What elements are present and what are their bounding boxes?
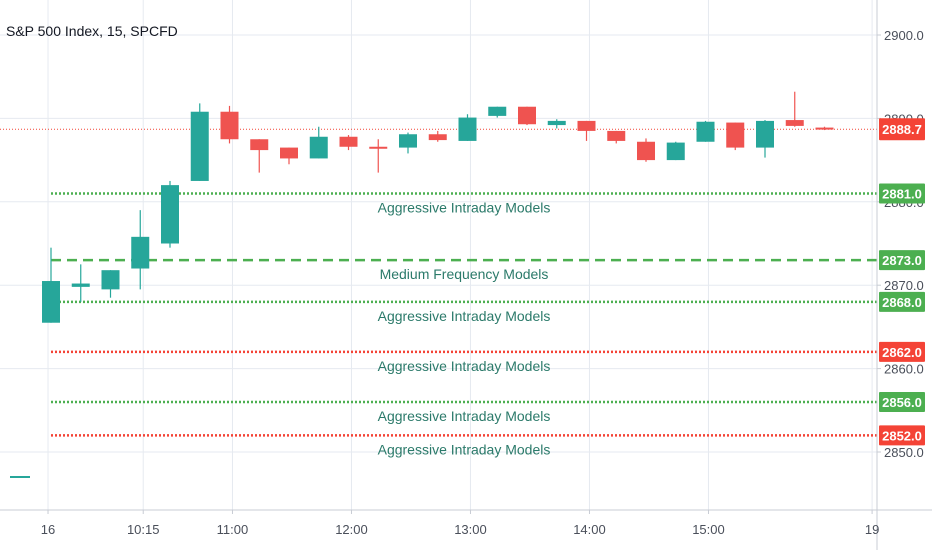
- candle-down: [607, 130, 626, 144]
- candle-body: [369, 146, 388, 149]
- price-tick-label: 2870.0: [884, 278, 924, 293]
- level-price-tag-label: 2868.0: [882, 295, 922, 310]
- candle-down: [250, 139, 269, 173]
- price-tags: 2881.0 2873.0 2868.0 2862.0 2856.0 2852.0 2888…: [879, 118, 925, 446]
- candle-up: [666, 141, 685, 161]
- candle-body: [458, 117, 477, 141]
- candle-down: [339, 135, 358, 151]
- candle-body: [785, 120, 804, 126]
- candle-up: [131, 210, 150, 290]
- time-tick-label: 11:00: [217, 522, 249, 537]
- candle-body: [488, 106, 507, 116]
- price-tick-label: 2900.0: [884, 28, 924, 43]
- level-price-tag-label: 2852.0: [882, 428, 922, 443]
- level-price-tag: [879, 391, 925, 412]
- candle-down: [280, 147, 298, 165]
- level-label: Aggressive Intraday Models: [378, 199, 551, 215]
- candle-body: [131, 236, 150, 269]
- candle-up: [42, 247, 60, 323]
- candle-body: [428, 134, 447, 141]
- candle-up: [488, 106, 507, 118]
- candle-down: [518, 106, 536, 126]
- level-label: Medium Frequency Models: [380, 266, 549, 282]
- level-label: Aggressive Intraday Models: [378, 308, 551, 324]
- level-price-tag: [879, 341, 925, 362]
- time-axis[interactable]: 16 10:15 11:00 12:00 13:00 14:00 15:00 19: [41, 510, 880, 537]
- candle-down: [369, 139, 388, 173]
- candle-up: [71, 264, 90, 302]
- candle-body: [756, 120, 774, 148]
- time-tick-label: 16: [41, 522, 55, 537]
- level-price-tag-label: 2862.0: [882, 345, 922, 360]
- candle-body: [190, 111, 209, 181]
- level-label: Aggressive Intraday Models: [378, 408, 551, 424]
- candle-body: [220, 111, 239, 140]
- time-tick-label: 13:00: [454, 522, 487, 537]
- candle-body: [280, 147, 298, 159]
- candle-body: [101, 270, 120, 290]
- candle-down: [577, 120, 596, 141]
- level-label: Aggressive Intraday Models: [378, 358, 551, 374]
- level-lines: [0, 128, 877, 437]
- candle-body: [339, 136, 358, 147]
- level-labels: Aggressive Intraday Models Medium Frequen…: [378, 199, 551, 457]
- candle-down: [428, 130, 447, 142]
- candle-body: [696, 121, 715, 142]
- candle-body: [607, 130, 626, 141]
- price-tick-label: 2860.0: [884, 362, 924, 377]
- current-price-tag: [879, 118, 925, 141]
- level-label: Aggressive Intraday Models: [378, 441, 551, 457]
- candle-up: [696, 120, 715, 142]
- candle-down: [815, 126, 834, 131]
- candle-up: [756, 120, 774, 158]
- time-tick-label: 14:00: [573, 522, 606, 537]
- price-tick-label: 2850.0: [884, 445, 924, 460]
- time-tick-label: 15:00: [692, 522, 725, 537]
- candles: [10, 91, 834, 479]
- candle-up: [101, 270, 120, 298]
- time-tick-label: 19: [865, 522, 879, 537]
- candle-up: [458, 114, 477, 141]
- level-price-tag: [879, 425, 925, 446]
- candle-body: [726, 122, 745, 148]
- level-price-tag: [879, 291, 925, 312]
- candle-down: [726, 122, 745, 151]
- candle-body: [42, 281, 60, 323]
- level-price-tag-label: 2881.0: [882, 186, 922, 201]
- level-price-tag: [879, 250, 925, 271]
- candle-body: [637, 141, 655, 161]
- candle-body: [161, 185, 179, 244]
- current-price-tag-label: 2888.7: [882, 122, 922, 137]
- level-price-tag: [879, 183, 925, 204]
- candle-up: [399, 132, 417, 154]
- candle-body: [547, 120, 566, 126]
- candle-up: [190, 103, 209, 181]
- candle-up: [161, 180, 179, 248]
- candle-down: [220, 105, 239, 144]
- level-price-tag-label: 2873.0: [882, 253, 922, 268]
- candle-down: [785, 91, 804, 127]
- candle-body: [309, 136, 328, 159]
- candle-body: [71, 283, 90, 287]
- candle-body: [250, 139, 269, 151]
- time-tick-label: 10:15: [127, 522, 160, 537]
- candle-body: [815, 127, 834, 130]
- candle-up: [547, 119, 566, 129]
- candle-up: [309, 126, 328, 159]
- level-price-tag-label: 2856.0: [882, 395, 922, 410]
- candle-body: [399, 134, 417, 148]
- candle-body: [666, 142, 685, 161]
- time-tick-label: 12:00: [335, 522, 368, 537]
- candle-body: [518, 106, 536, 125]
- candle-body: [577, 120, 596, 131]
- candle-down: [637, 138, 655, 162]
- chart-title: S&P 500 Index, 15, SPCFD: [6, 23, 178, 39]
- grid-lines: [0, 0, 877, 510]
